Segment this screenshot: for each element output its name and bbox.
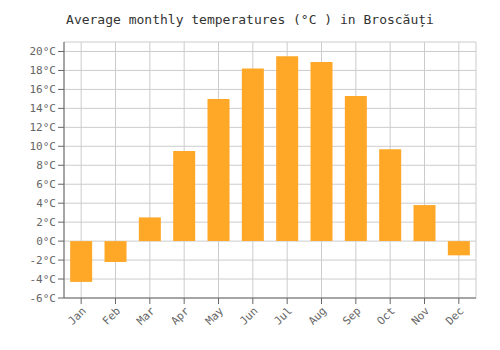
svg-text:Jul: Jul: [272, 304, 295, 327]
svg-text:Sep: Sep: [340, 304, 363, 327]
svg-text:18°C: 18°C: [30, 64, 57, 77]
html-text:Average monthly temperatures (: Average monthly temperatures (°C ) in Br…: [66, 12, 434, 27]
svg-text:May: May: [203, 304, 227, 328]
svg-text:0°C: 0°C: [36, 235, 56, 248]
svg-text:Oct: Oct: [375, 304, 398, 327]
svg-text:Jan: Jan: [66, 304, 89, 327]
svg-text:14°C: 14°C: [30, 102, 57, 115]
svg-text:Nov: Nov: [409, 304, 433, 328]
svg-text:Aug: Aug: [306, 304, 329, 327]
svg-text:Jun: Jun: [237, 304, 260, 327]
svg-text:Dec: Dec: [443, 304, 466, 327]
svg-text:2°C: 2°C: [36, 216, 56, 229]
svg-text:-4°C: -4°C: [30, 273, 57, 286]
svg-text:8°C: 8°C: [36, 159, 56, 172]
svg-text:12°C: 12°C: [30, 121, 57, 134]
svg-text:16°C: 16°C: [30, 83, 57, 96]
svg-text:20°C: 20°C: [30, 45, 57, 58]
svg-text:4°C: 4°C: [36, 197, 56, 210]
svg-text:-6°C: -6°C: [30, 292, 57, 305]
svg-text:10°C: 10°C: [30, 140, 57, 153]
svg-text:Apr: Apr: [169, 304, 193, 328]
svg-text:6°C: 6°C: [36, 178, 56, 191]
svg-text:Feb: Feb: [100, 304, 123, 327]
svg-text:-2°C: -2°C: [30, 254, 57, 267]
svg-text:Mar: Mar: [134, 304, 158, 328]
